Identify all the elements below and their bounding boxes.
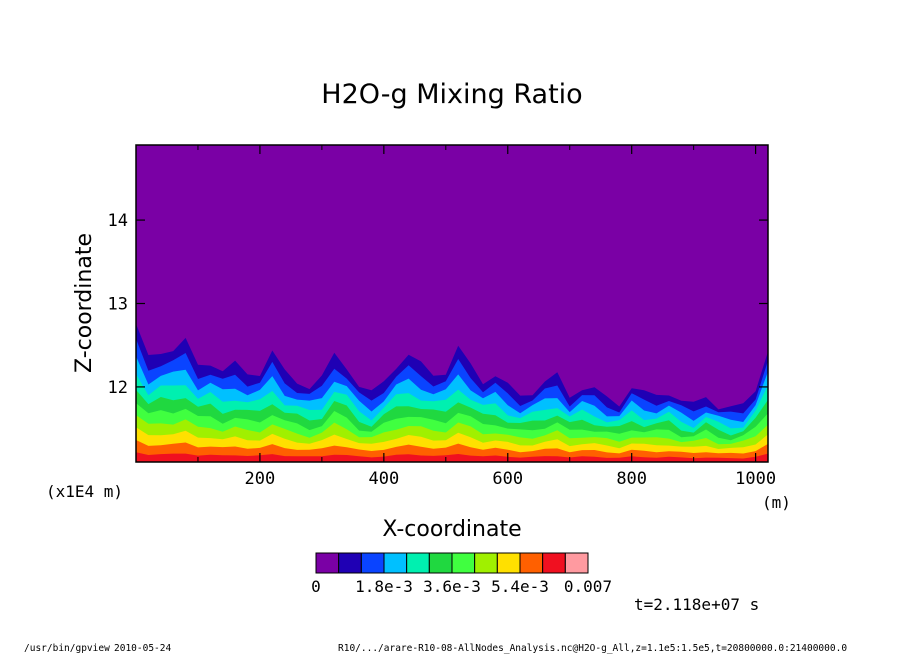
colorbar-tick-label: 1.8e-3 (355, 577, 413, 596)
x-axis-label: X-coordinate (382, 517, 521, 542)
source-file: R10/.../arare-R10-08-AllNodes_Analysis.n… (338, 643, 847, 654)
colorbar-swatch-3 (360, 552, 385, 574)
program-path: /usr/bin/gpview (24, 643, 110, 654)
contour-bands (136, 323, 768, 462)
colorbar-swatch-2 (338, 552, 362, 574)
contour-level-10 (136, 452, 768, 462)
colorbar-swatch-12 (564, 552, 589, 574)
x-tick-label: 1000 (735, 469, 776, 489)
y-tick-label: 13 (108, 295, 128, 315)
colorbar-swatch-6 (428, 552, 453, 574)
x-axis-unit: (m) (762, 493, 791, 512)
plot-area: 200 400 600 800 1000 12 13 14 (108, 144, 776, 489)
colorbar-swatch-8 (474, 552, 498, 574)
x-axis-ticks: 200 400 600 800 1000 (197, 145, 776, 489)
colorbar-swatch-11 (542, 552, 566, 574)
colorbar-tick-label: 0 (311, 577, 321, 596)
colorbar-swatch-5 (406, 552, 430, 574)
colorbar-swatch-1 (315, 552, 340, 574)
y-tick-label: 14 (108, 211, 128, 231)
x-tick-label: 200 (245, 469, 276, 489)
time-annotation: t=2.118e+07 s (634, 595, 759, 614)
colorbar (315, 552, 589, 574)
colorbar-tick-labels: 0 1.8e-3 3.6e-3 5.4e-3 0.007 (311, 577, 612, 596)
colorbar-tick-label: 3.6e-3 (423, 577, 481, 596)
plot-date: 2010-05-24 (114, 643, 171, 654)
y-axis-label: Z-coordinate (72, 233, 97, 373)
colorbar-swatch-10 (519, 552, 544, 574)
colorbar-tick-label: 5.4e-3 (491, 577, 549, 596)
x-tick-label: 400 (368, 469, 399, 489)
colorbar-swatch-9 (496, 552, 521, 574)
y-axis-ticks: 12 13 14 (108, 211, 768, 398)
colorbar-tick-label: 0.007 (564, 577, 612, 596)
x-tick-label: 600 (492, 469, 523, 489)
colorbar-swatch-4 (383, 552, 408, 574)
y-axis-unit: (x1E4 m) (46, 482, 123, 501)
chart-title: H2O-g Mixing Ratio (321, 79, 582, 110)
colorbar-swatch-7 (451, 552, 476, 574)
y-tick-label: 12 (108, 378, 128, 398)
x-tick-label: 800 (616, 469, 647, 489)
